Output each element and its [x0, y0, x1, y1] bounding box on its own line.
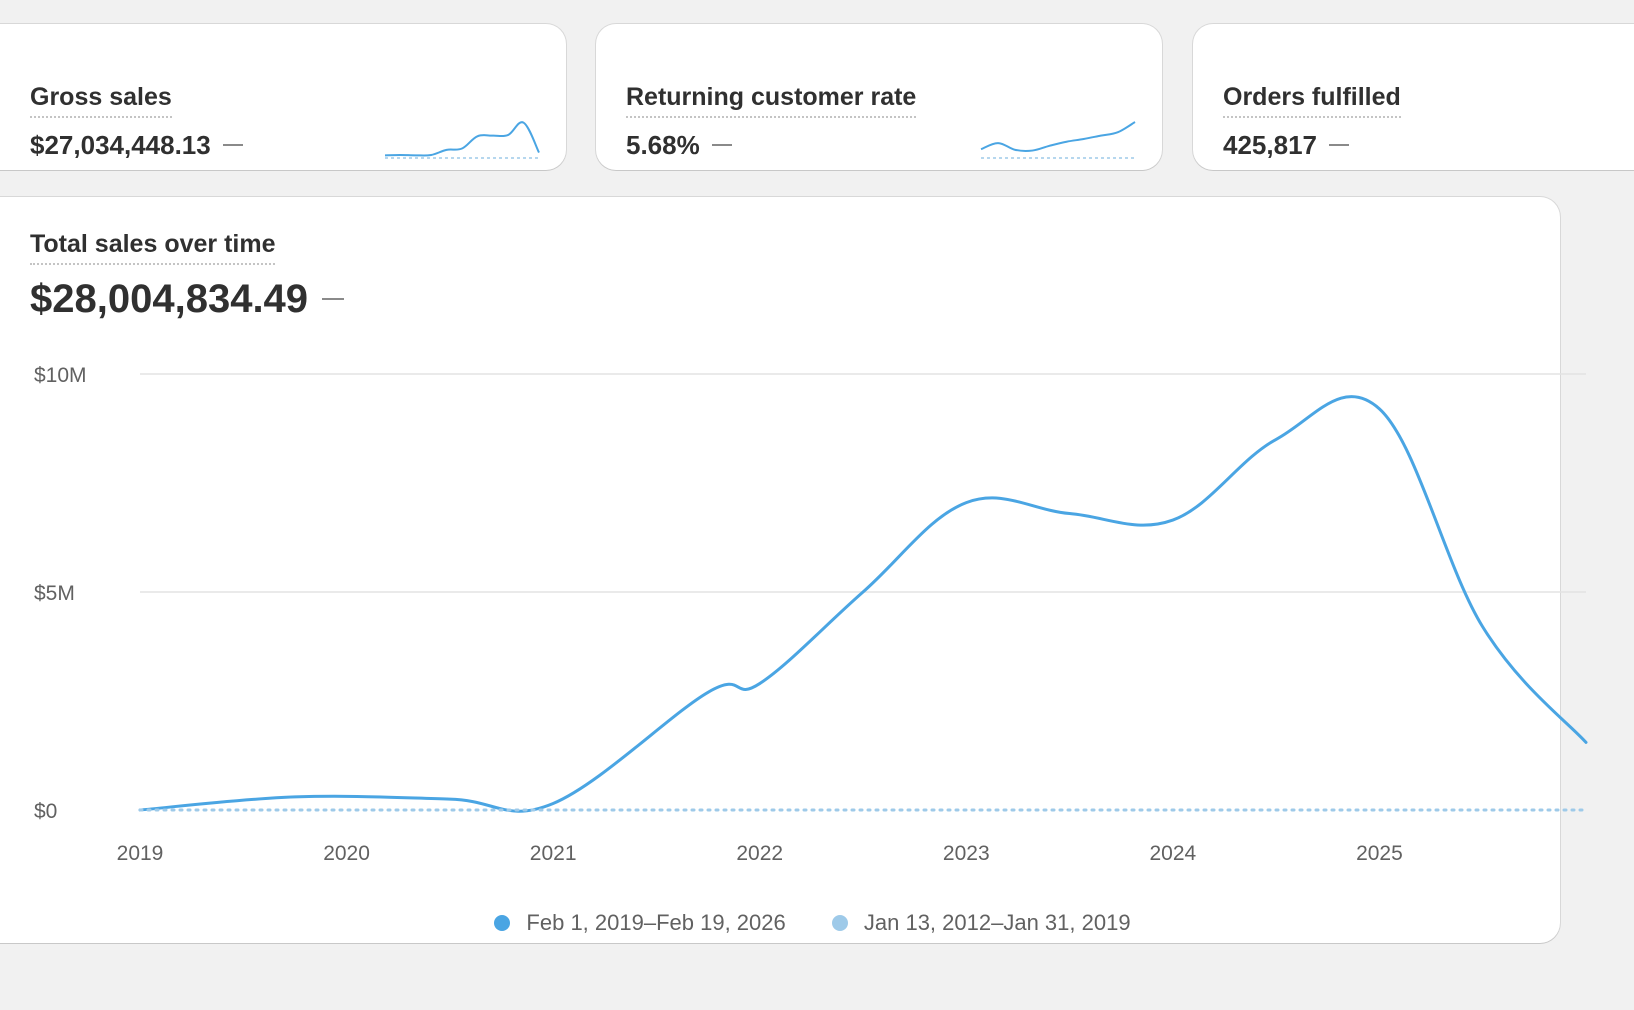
sparkline-chart: [980, 121, 1136, 159]
chart-total-value-text: $28,004,834.49: [30, 277, 309, 321]
metric-value-text: 425,817: [1223, 130, 1317, 160]
no-change-indicator: [1328, 144, 1349, 147]
no-change-indicator: [711, 144, 732, 147]
metric-value: 425,817: [1223, 130, 1349, 161]
metric-value: $27,034,448.13: [30, 130, 243, 161]
metric-card-orders-fulfilled[interactable]: Orders fulfilled 425,817: [1193, 24, 1634, 170]
no-change-indicator: [222, 144, 243, 147]
chart-total-value: $28,004,834.49: [30, 277, 345, 322]
metric-title[interactable]: Returning customer rate: [626, 83, 917, 118]
legend-item-comparison-period[interactable]: Jan 13, 2012–Jan 31, 2019: [831, 910, 1131, 936]
chart-title[interactable]: Total sales over time: [30, 230, 276, 265]
legend-dot: [494, 915, 511, 931]
metric-title[interactable]: Orders fulfilled: [1223, 83, 1401, 118]
sales-chart-card: Total sales over time $28,004,834.49: [0, 197, 1560, 943]
no-change-indicator: [322, 298, 345, 301]
sparkline-series: [384, 121, 540, 157]
sparkline-series: [980, 121, 1136, 153]
metric-card-gross-sales[interactable]: Gross sales $27,034,448.13: [0, 24, 566, 170]
metric-value-text: $27,034,448.13: [30, 130, 211, 160]
legend-item-current-period[interactable]: Feb 1, 2019–Feb 19, 2026: [494, 910, 786, 936]
metric-value: 5.68%: [626, 130, 732, 161]
metric-value-text: 5.68%: [626, 130, 700, 160]
legend-dot: [831, 915, 848, 931]
sparkline-chart: [384, 121, 540, 159]
legend-label: Jan 13, 2012–Jan 31, 2019: [863, 910, 1131, 935]
metric-title[interactable]: Gross sales: [30, 83, 172, 118]
legend-label: Feb 1, 2019–Feb 19, 2026: [526, 910, 786, 935]
chart-legend: Feb 1, 2019–Feb 19, 2026 Jan 13, 2012–Ja…: [0, 910, 1625, 937]
metric-card-returning-customer-rate[interactable]: Returning customer rate 5.68%: [596, 24, 1162, 170]
